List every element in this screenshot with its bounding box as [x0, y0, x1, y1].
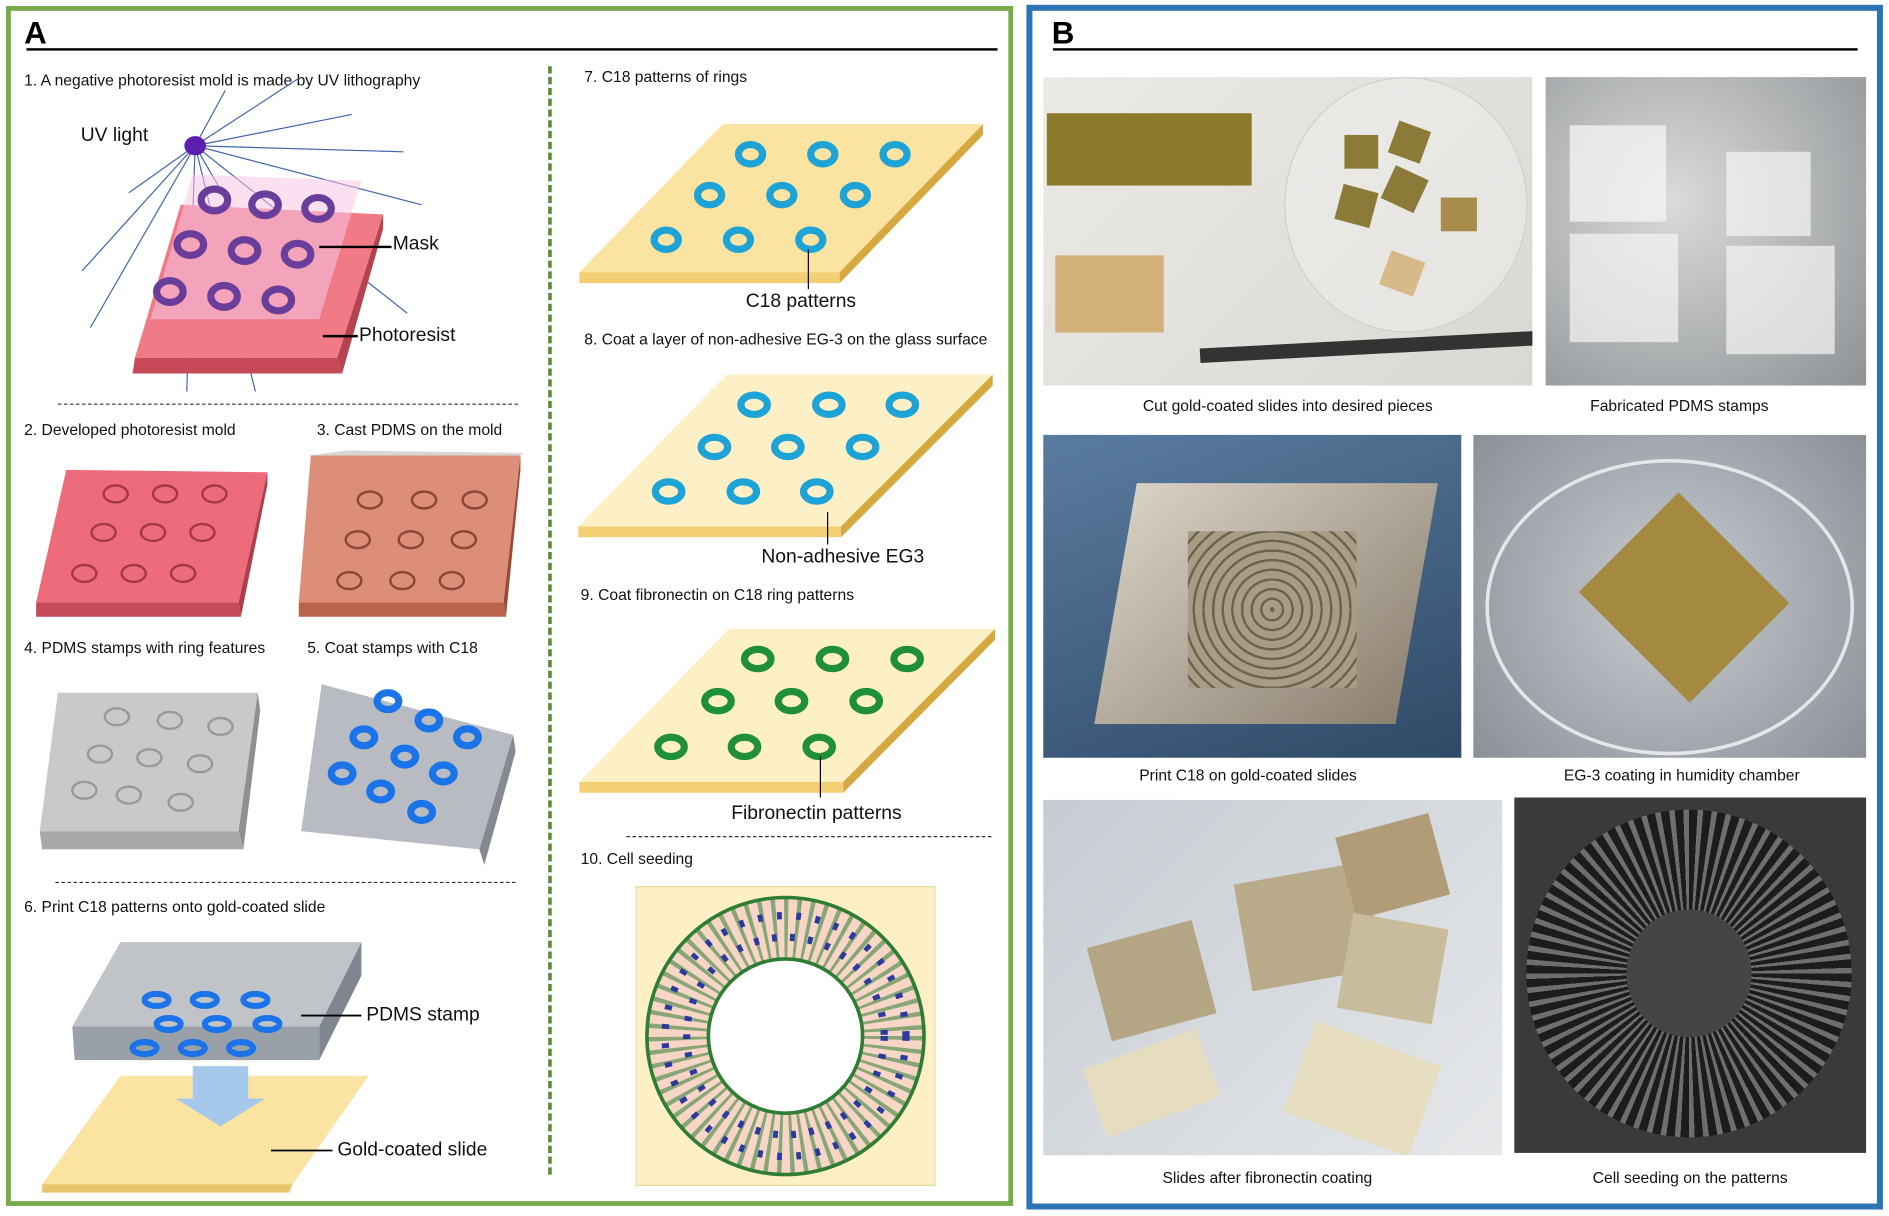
step-9: 9. Coat fibronectin on C18 ring patterns	[580, 585, 855, 604]
photo-pdms-stamps	[1545, 77, 1867, 386]
caption-cut-gold-slides: Cut gold-coated slides into desired piec…	[1142, 396, 1433, 415]
panel-b	[1026, 4, 1883, 1210]
c18-patterns-label: C18 patterns	[745, 291, 857, 313]
uv-light-label: UV light	[80, 125, 149, 146]
fibronectin-label: Fibronectin patterns	[731, 803, 902, 825]
photo-cut-gold-slides	[1043, 77, 1533, 386]
uv-lithography-diagram	[81, 77, 422, 392]
column-divider	[548, 66, 552, 1175]
photo-print-c18	[1043, 434, 1462, 758]
mold-and-stamp-diagrams	[36, 450, 523, 865]
step-1: 1. A negative photoresist mold is made b…	[24, 71, 421, 90]
caption-pdms-stamps: Fabricated PDMS stamps	[1590, 396, 1769, 415]
panel-a-rule	[26, 48, 998, 51]
caption-fibronectin-slides: Slides after fibronectin coating	[1162, 1168, 1373, 1187]
step-3: 3. Cast PDMS on the mold	[316, 420, 503, 439]
non-adhesive-label: Non-adhesive EG3	[761, 546, 925, 568]
step-2: 2. Developed photoresist mold	[24, 420, 236, 439]
caption-print-c18: Print C18 on gold-coated slides	[1139, 766, 1357, 785]
divider	[55, 881, 516, 884]
photo-cell-seeding	[1514, 797, 1867, 1153]
panel-a-letter: A	[24, 14, 47, 51]
panel-a	[6, 6, 1014, 1206]
mask-label: Mask	[392, 233, 439, 255]
print-diagram	[42, 942, 369, 1193]
step-5: 5. Coat stamps with C18	[307, 638, 478, 657]
step-7: 7. C18 patterns of rings	[584, 67, 748, 86]
panel-b-rule	[1052, 48, 1858, 51]
gold-slide-label: Gold-coated slide	[337, 1139, 488, 1161]
step-10: 10. Cell seeding	[580, 849, 693, 868]
photo-fibronectin-slides	[1043, 799, 1503, 1156]
caption-eg3-coating: EG-3 coating in humidity chamber	[1563, 766, 1800, 785]
step-4: 4. PDMS stamps with ring features	[24, 638, 266, 657]
divider	[57, 403, 519, 405]
panel-b-letter: B	[1051, 14, 1075, 51]
pdms-stamp-label: PDMS stamp	[366, 1004, 480, 1026]
photo-eg3-coating	[1473, 434, 1867, 758]
caption-cell-seeding: Cell seeding on the patterns	[1592, 1168, 1788, 1187]
step-8: 8. Coat a layer of non-adhesive EG-3 on …	[584, 330, 988, 349]
photoresist-label: Photoresist	[359, 325, 456, 346]
cell-seeding-ring	[635, 886, 936, 1187]
divider	[626, 836, 992, 838]
pattern-slides-diagram	[578, 124, 996, 1187]
step-6: 6. Print C18 patterns onto gold-coated s…	[24, 897, 326, 916]
